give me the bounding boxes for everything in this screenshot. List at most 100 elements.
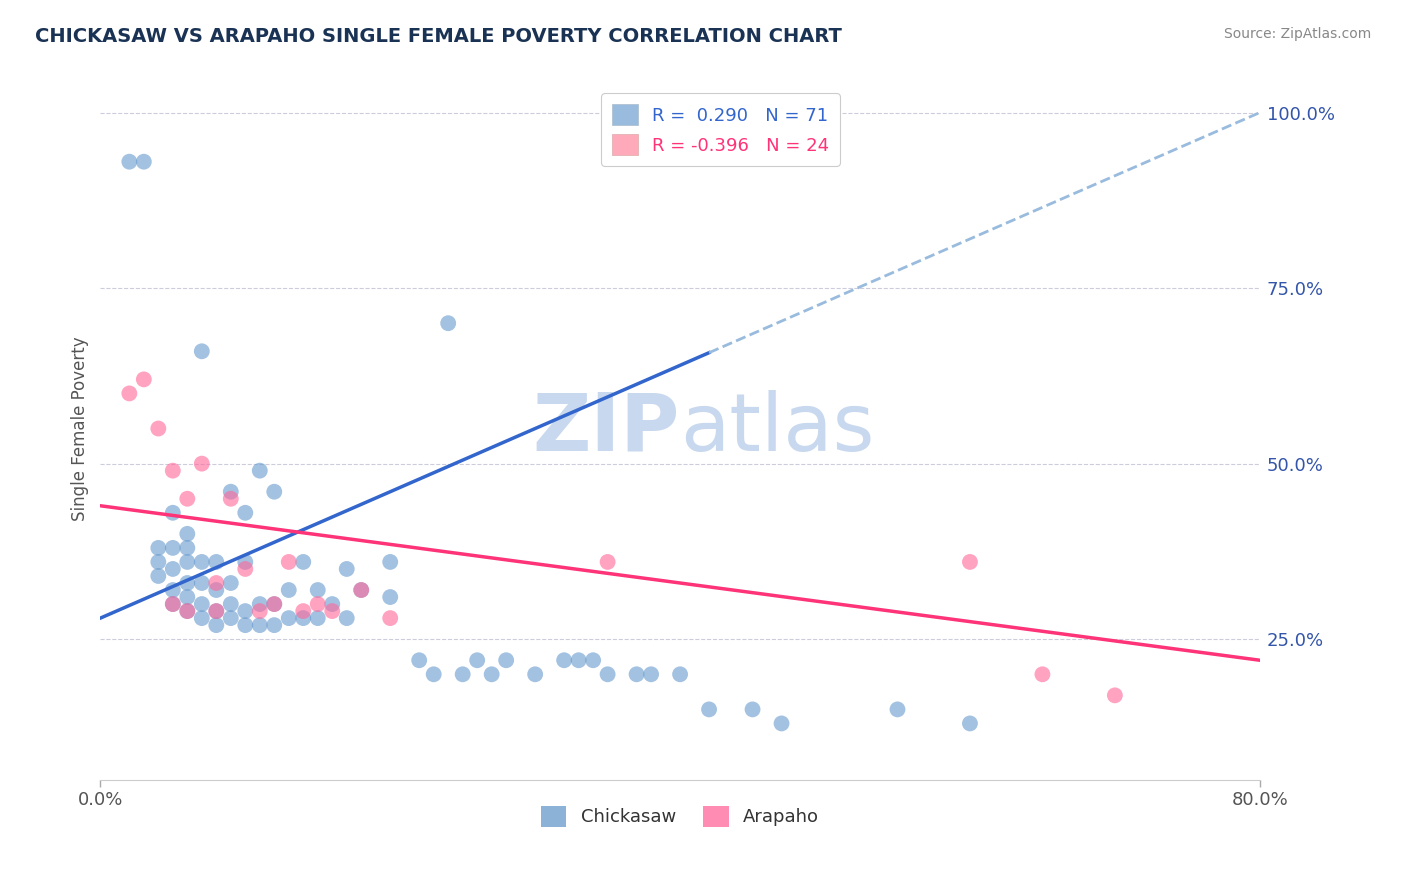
Point	[263, 484, 285, 499]
Point	[205, 555, 228, 569]
Point	[292, 604, 315, 618]
Point	[162, 464, 184, 478]
Point	[162, 506, 184, 520]
Point	[321, 604, 343, 618]
Point	[263, 618, 285, 632]
Point	[148, 421, 170, 435]
Point	[176, 555, 198, 569]
Point	[233, 506, 256, 520]
Point	[321, 597, 343, 611]
Y-axis label: Single Female Poverty: Single Female Poverty	[72, 336, 89, 521]
Point	[263, 597, 285, 611]
Point	[162, 582, 184, 597]
Point	[380, 555, 402, 569]
Point	[176, 576, 198, 591]
Point	[741, 702, 763, 716]
Point	[582, 653, 605, 667]
Point	[640, 667, 662, 681]
Point	[148, 541, 170, 555]
Point	[408, 653, 430, 667]
Point	[568, 653, 591, 667]
Point	[205, 604, 228, 618]
Point	[176, 604, 198, 618]
Point	[350, 582, 373, 597]
Point	[437, 316, 460, 330]
Text: Source: ZipAtlas.com: Source: ZipAtlas.com	[1223, 27, 1371, 41]
Point	[191, 344, 214, 359]
Point	[162, 597, 184, 611]
Point	[191, 457, 214, 471]
Point	[495, 653, 517, 667]
Point	[596, 667, 619, 681]
Point	[292, 611, 315, 625]
Point	[162, 541, 184, 555]
Point	[233, 618, 256, 632]
Point	[176, 590, 198, 604]
Point	[176, 526, 198, 541]
Point	[380, 611, 402, 625]
Point	[176, 541, 198, 555]
Point	[162, 597, 184, 611]
Point	[669, 667, 692, 681]
Point	[162, 562, 184, 576]
Point	[191, 611, 214, 625]
Point	[292, 555, 315, 569]
Point	[307, 597, 329, 611]
Point	[422, 667, 444, 681]
Point	[263, 597, 285, 611]
Point	[451, 667, 474, 681]
Point	[176, 491, 198, 506]
Point	[148, 569, 170, 583]
Text: atlas: atlas	[681, 390, 875, 467]
Point	[176, 604, 198, 618]
Point	[233, 562, 256, 576]
Point	[626, 667, 648, 681]
Point	[959, 555, 981, 569]
Point	[770, 716, 793, 731]
Point	[249, 597, 271, 611]
Point	[336, 562, 359, 576]
Point	[307, 582, 329, 597]
Point	[380, 590, 402, 604]
Point	[205, 582, 228, 597]
Point	[205, 576, 228, 591]
Point	[233, 604, 256, 618]
Point	[205, 604, 228, 618]
Point	[553, 653, 575, 667]
Point	[205, 618, 228, 632]
Point	[307, 611, 329, 625]
Point	[219, 611, 242, 625]
Text: ZIP: ZIP	[533, 390, 681, 467]
Point	[132, 154, 155, 169]
Point	[1031, 667, 1053, 681]
Point	[249, 618, 271, 632]
Point	[277, 582, 299, 597]
Point	[697, 702, 720, 716]
Point	[350, 582, 373, 597]
Point	[148, 555, 170, 569]
Point	[277, 555, 299, 569]
Point	[959, 716, 981, 731]
Point	[191, 597, 214, 611]
Point	[1104, 689, 1126, 703]
Point	[596, 555, 619, 569]
Point	[524, 667, 547, 681]
Point	[465, 653, 488, 667]
Point	[118, 386, 141, 401]
Point	[219, 491, 242, 506]
Point	[336, 611, 359, 625]
Point	[191, 576, 214, 591]
Point	[249, 604, 271, 618]
Point	[481, 667, 503, 681]
Point	[219, 484, 242, 499]
Point	[219, 576, 242, 591]
Point	[219, 597, 242, 611]
Text: CHICKASAW VS ARAPAHO SINGLE FEMALE POVERTY CORRELATION CHART: CHICKASAW VS ARAPAHO SINGLE FEMALE POVER…	[35, 27, 842, 45]
Point	[277, 611, 299, 625]
Legend: Chickasaw, Arapaho: Chickasaw, Arapaho	[534, 798, 827, 834]
Point	[118, 154, 141, 169]
Point	[191, 555, 214, 569]
Point	[132, 372, 155, 386]
Point	[886, 702, 908, 716]
Point	[233, 555, 256, 569]
